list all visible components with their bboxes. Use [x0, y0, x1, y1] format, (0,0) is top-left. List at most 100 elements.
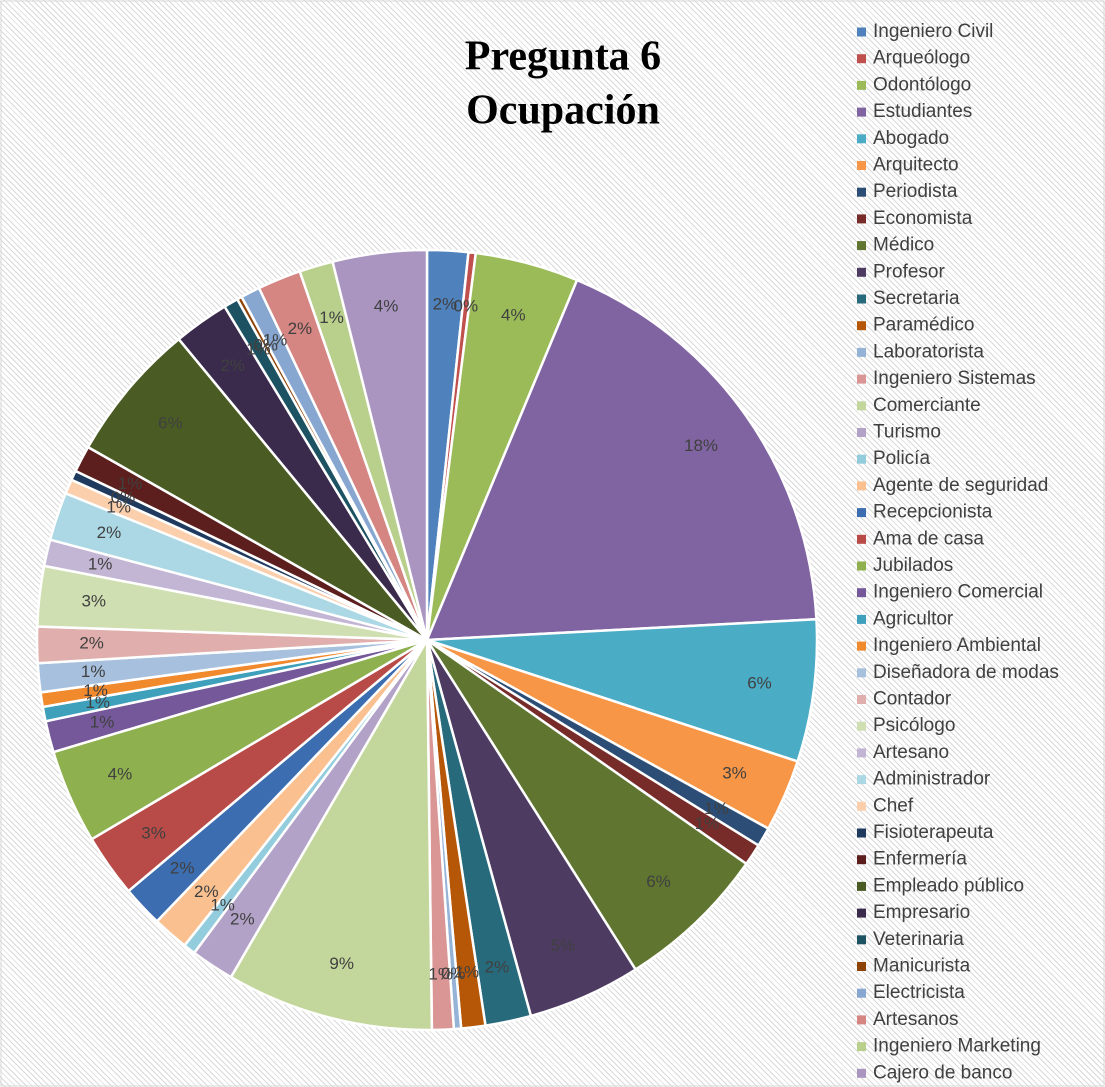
- legend-swatch: [857, 775, 866, 785]
- legend-swatch: [857, 294, 866, 304]
- legend-label: Chef: [873, 795, 914, 816]
- legend-label: Arqueólogo: [873, 48, 970, 69]
- legend-label: Ingeniero Ambiental: [873, 635, 1041, 656]
- data-label: 2%: [194, 882, 219, 901]
- legend-label: Profesor: [873, 261, 945, 282]
- legend-swatch: [857, 534, 866, 544]
- pie-slice: [331, 248, 429, 641]
- legend-label: Ingeniero Sistemas: [873, 368, 1036, 389]
- data-label: 1%: [106, 497, 131, 516]
- chart-title: Pregunta 6: [465, 34, 661, 80]
- data-label: 1%: [88, 554, 113, 573]
- data-label: 3%: [722, 763, 747, 782]
- legend-swatch: [857, 401, 866, 411]
- data-label: 1%: [428, 965, 453, 984]
- legend-swatch: [857, 908, 866, 918]
- legend-label: Empresario: [873, 902, 970, 923]
- legend-label: Electricista: [873, 982, 965, 1003]
- legend-swatch: [857, 54, 866, 64]
- legend-swatch: [857, 241, 866, 251]
- legend-swatch: [857, 881, 866, 891]
- legend-swatch: [857, 988, 866, 998]
- data-label: 2%: [79, 634, 104, 653]
- pie-slice: [86, 337, 428, 642]
- legend-label: Médico: [873, 235, 934, 256]
- legend-swatch: [857, 1015, 866, 1025]
- legend-label: Contador: [873, 689, 952, 710]
- legend-label: Abogado: [873, 128, 949, 149]
- legend-label: Veterinaria: [873, 929, 964, 950]
- legend-swatch: [857, 828, 866, 838]
- legend-swatch: [857, 508, 866, 518]
- legend-swatch: [857, 641, 866, 651]
- legend-label: Paramédico: [873, 315, 974, 336]
- legend-swatch: [857, 481, 866, 491]
- data-label: 2%: [170, 859, 195, 878]
- legend-swatch: [857, 454, 866, 464]
- legend-swatch: [857, 668, 866, 678]
- legend-swatch: [857, 721, 866, 731]
- data-label: 1%: [319, 308, 344, 327]
- legend-swatch: [857, 187, 866, 197]
- data-label: 2%: [288, 319, 313, 338]
- data-label: 1%: [81, 662, 106, 681]
- legend-swatch: [857, 695, 866, 704]
- legend-swatch: [857, 1042, 866, 1052]
- legend-swatch: [857, 80, 866, 90]
- legend-label: Psicólogo: [873, 715, 955, 736]
- legend-label: Empleado público: [873, 875, 1024, 896]
- legend-label: Agente de seguridad: [873, 475, 1048, 496]
- legend-label: Cajero de banco: [873, 1062, 1012, 1083]
- legend-swatch: [857, 134, 866, 144]
- data-label: 4%: [374, 297, 399, 316]
- legend-label: Policía: [873, 448, 930, 469]
- data-label: 1%: [455, 963, 480, 982]
- legend-swatch: [857, 588, 866, 598]
- legend-label: Turismo: [873, 422, 941, 443]
- legend-swatch: [857, 748, 866, 758]
- data-label: 6%: [158, 414, 183, 433]
- legend-label: Enfermería: [873, 849, 967, 870]
- legend-swatch: [857, 161, 866, 170]
- data-label: 1%: [704, 799, 729, 818]
- legend-swatch: [857, 962, 866, 971]
- legend-label: Artesano: [873, 742, 949, 763]
- legend-swatch: [857, 214, 866, 224]
- legend-label: Manicurista: [873, 956, 971, 977]
- legend-label: Agricultor: [873, 608, 954, 629]
- data-label: 1%: [210, 895, 235, 914]
- legend-label: Arquitecto: [873, 155, 959, 176]
- legend-label: Administrador: [873, 769, 991, 790]
- data-label: 1%: [695, 814, 720, 833]
- chart-title: Ocupación: [466, 88, 660, 134]
- legend-label: Recepcionista: [873, 502, 993, 523]
- legend-label: Fisioterapeuta: [873, 822, 994, 843]
- data-label: 2%: [230, 909, 255, 928]
- data-label: 0%: [253, 335, 278, 354]
- legend-label: Artesanos: [873, 1009, 959, 1030]
- data-label: 3%: [81, 592, 106, 611]
- legend-swatch: [857, 855, 866, 865]
- legend-label: Ama de casa: [873, 528, 984, 549]
- data-label: 5%: [551, 936, 576, 955]
- legend-swatch: [857, 27, 866, 37]
- pie-slice: [425, 278, 818, 642]
- legend-label: Ingeniero Civil: [873, 21, 993, 42]
- legend-swatch: [857, 107, 866, 117]
- legend-label: Ingeniero Comercial: [873, 582, 1043, 603]
- data-label: 2%: [433, 295, 458, 314]
- legend-swatch: [857, 614, 866, 624]
- data-label: 0%: [441, 964, 466, 983]
- data-label: 1%: [90, 713, 115, 732]
- legend-label: Diseñadora de modas: [873, 662, 1059, 683]
- data-label: 2%: [97, 523, 122, 542]
- legend-swatch: [857, 801, 866, 811]
- legend-swatch: [857, 347, 866, 357]
- legend-label: Jubilados: [873, 555, 953, 576]
- legend-label: Odontólogo: [873, 74, 971, 95]
- legend-swatch: [857, 267, 866, 277]
- legend-swatch: [857, 1068, 866, 1078]
- data-label: 4%: [108, 764, 133, 783]
